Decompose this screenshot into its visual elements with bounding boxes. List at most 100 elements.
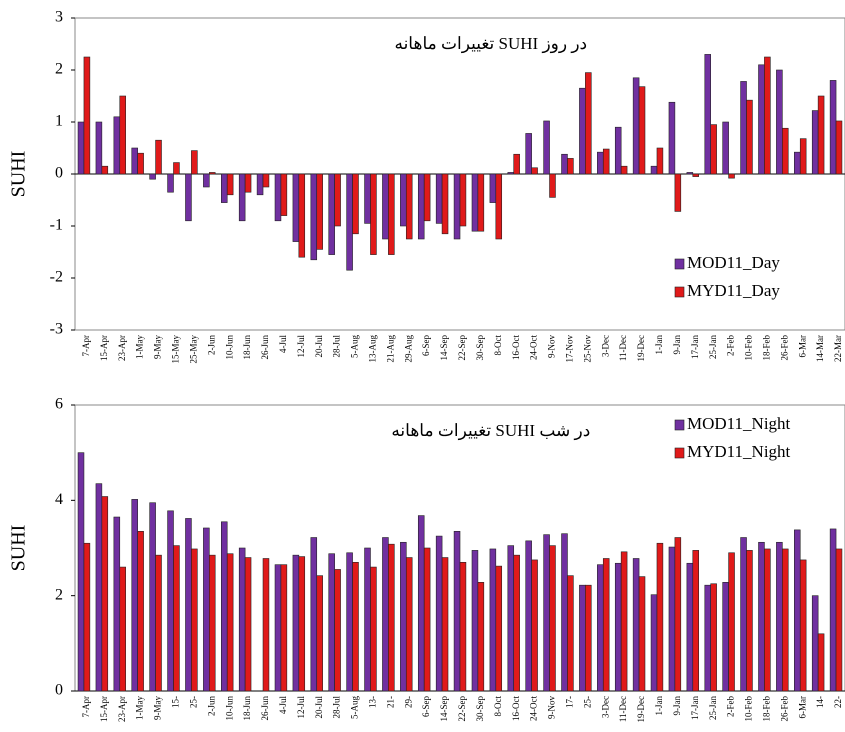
bar bbox=[226, 553, 234, 692]
bar bbox=[101, 496, 109, 692]
bar bbox=[602, 558, 610, 692]
bar bbox=[531, 559, 538, 692]
bar bbox=[137, 531, 144, 692]
bar bbox=[656, 542, 664, 692]
bar bbox=[668, 546, 676, 692]
x-tick-label: 26-Jun bbox=[260, 335, 270, 360]
bar bbox=[131, 499, 138, 692]
y-tick-label: 6 bbox=[55, 396, 63, 413]
x-tick-label: 25-May bbox=[188, 335, 198, 364]
bar bbox=[811, 595, 819, 692]
x-tick-label: 13-Aug bbox=[368, 335, 378, 363]
y-tick-label: 2 bbox=[55, 61, 63, 78]
bar bbox=[453, 531, 461, 692]
legend-label: MYD11_Day bbox=[687, 281, 780, 300]
bar bbox=[829, 80, 837, 175]
bar bbox=[298, 556, 306, 692]
x-tick-label: 1-May bbox=[135, 696, 145, 720]
bar bbox=[686, 172, 694, 175]
x-tick-label: 14-Sep bbox=[439, 335, 449, 361]
x-tick-label: 28-Jul bbox=[332, 335, 342, 358]
x-tick-label: 6-Mar bbox=[797, 696, 807, 719]
bar bbox=[435, 173, 443, 224]
bar bbox=[113, 516, 121, 692]
bar bbox=[137, 152, 144, 175]
x-tick-label: 20-Jul bbox=[314, 696, 324, 719]
bar bbox=[352, 561, 359, 692]
bar bbox=[561, 153, 568, 175]
bar bbox=[489, 173, 497, 203]
bar bbox=[782, 127, 789, 175]
bar bbox=[382, 173, 389, 240]
x-tick-label: 17-Jan bbox=[690, 696, 700, 720]
bar bbox=[495, 173, 503, 240]
x-tick-label: 8-Oct bbox=[493, 696, 503, 717]
legend-swatch bbox=[674, 286, 685, 298]
x-tick-label: 25- bbox=[188, 696, 198, 708]
bar bbox=[173, 162, 180, 175]
bar bbox=[597, 151, 604, 175]
bar bbox=[77, 121, 85, 175]
y-axis-label: SUHI bbox=[8, 151, 30, 198]
bar bbox=[221, 521, 228, 692]
bar bbox=[728, 552, 735, 692]
x-tick-label: 14-Sep bbox=[439, 696, 449, 722]
bar bbox=[280, 564, 288, 692]
bar bbox=[435, 535, 443, 692]
x-tick-label: 29-Aug bbox=[403, 335, 413, 363]
bar bbox=[692, 550, 700, 692]
bar bbox=[525, 540, 532, 692]
x-tick-label: 4-Jul bbox=[278, 696, 288, 714]
x-tick-label: 18-Feb bbox=[761, 696, 771, 722]
bar bbox=[638, 576, 646, 692]
y-tick-label: 2 bbox=[55, 586, 63, 603]
x-tick-label: 16-Oct bbox=[511, 335, 521, 360]
x-tick-label: 22-Mar bbox=[833, 335, 843, 362]
bar bbox=[471, 173, 479, 232]
x-tick-label: 28-Jul bbox=[332, 696, 342, 719]
bar bbox=[674, 537, 682, 692]
x-tick-label: 15- bbox=[171, 696, 181, 708]
bar bbox=[453, 173, 461, 240]
bar bbox=[746, 550, 753, 692]
bar bbox=[441, 557, 449, 692]
bar bbox=[95, 121, 103, 175]
bar bbox=[209, 554, 216, 692]
bar bbox=[423, 547, 431, 692]
bar bbox=[274, 173, 282, 222]
x-tick-label: 24-Oct bbox=[529, 696, 539, 721]
x-tick-label: 1-Jan bbox=[654, 696, 664, 716]
bar bbox=[388, 173, 395, 255]
bar bbox=[226, 173, 234, 196]
x-tick-label: 4-Jul bbox=[278, 335, 288, 353]
x-tick-label: 6-Sep bbox=[421, 696, 431, 717]
x-tick-label: 2-Jun bbox=[206, 335, 216, 355]
x-tick-label: 30-Sep bbox=[475, 335, 485, 361]
bar bbox=[835, 120, 843, 175]
bar bbox=[185, 173, 192, 222]
bar bbox=[298, 173, 306, 258]
x-tick-label: 15-May bbox=[171, 335, 181, 364]
x-tick-label: 2-Jun bbox=[206, 696, 216, 716]
bar bbox=[441, 173, 449, 235]
bar bbox=[95, 483, 103, 692]
bar bbox=[525, 133, 532, 175]
bar bbox=[507, 172, 515, 175]
bar bbox=[346, 173, 353, 271]
bar bbox=[477, 173, 485, 232]
bar bbox=[579, 87, 586, 175]
bar bbox=[83, 56, 91, 175]
bar bbox=[370, 173, 377, 255]
bar bbox=[710, 124, 717, 175]
x-tick-label: 19-Dec bbox=[636, 335, 646, 362]
legend-label: MOD11_Night bbox=[687, 414, 791, 433]
bar bbox=[155, 554, 162, 692]
x-tick-label: 9-Nov bbox=[547, 696, 557, 719]
x-tick-label: 26-Feb bbox=[779, 335, 789, 361]
bar bbox=[764, 56, 771, 175]
bar bbox=[167, 510, 174, 692]
bar bbox=[776, 541, 783, 692]
bar bbox=[149, 502, 156, 692]
x-tick-label: 11-Dec bbox=[618, 335, 628, 361]
